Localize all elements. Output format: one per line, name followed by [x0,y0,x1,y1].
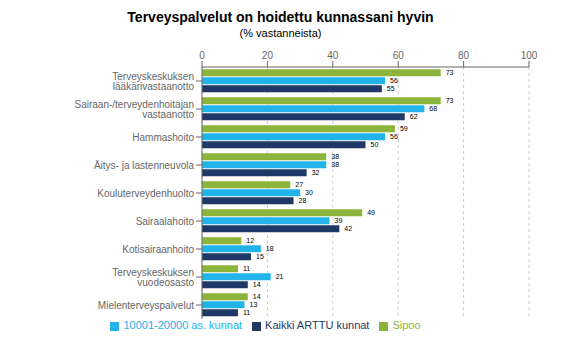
html-text:Terveyspalvelut on hoidettu ku: Terveyspalvelut on hoidettu kunnassani h… [127,9,434,25]
svg-text:Terveyskeskuksenlääkärivastaan: Terveyskeskuksenlääkärivastaanotto [112,71,194,92]
svg-text:Äitys- ja lastenneuvola: Äitys- ja lastenneuvola [94,160,194,171]
svg-text:38: 38 [331,161,339,168]
svg-text:13: 13 [250,301,258,308]
svg-text:Kotisairaanhoito: Kotisairaanhoito [122,244,194,255]
svg-text:12: 12 [246,237,254,244]
svg-text:Sairaan-/terveydenhoitajanvast: Sairaan-/terveydenhoitajanvastaanotto [74,99,194,120]
svg-text:39: 39 [335,217,343,224]
svg-text:49: 49 [367,209,375,216]
svg-text:11: 11 [243,265,250,272]
svg-text:Sairaalahoito: Sairaalahoito [136,216,195,227]
svg-text:11: 11 [243,309,250,316]
svg-text:68: 68 [429,105,437,112]
svg-text:40: 40 [327,50,339,61]
svg-text:30: 30 [305,189,313,196]
svg-text:28: 28 [299,197,307,204]
svg-text:18: 18 [266,245,274,252]
svg-text:Terveyskeskuksenvuodeosasto: Terveyskeskuksenvuodeosasto [112,267,194,288]
svg-text:21: 21 [276,273,284,280]
svg-text:Mielenterveyspalvelut: Mielenterveyspalvelut [98,300,194,311]
svg-text:73: 73 [446,97,454,104]
svg-text:59: 59 [400,125,408,132]
svg-text:62: 62 [410,113,418,120]
html-text:(% vastanneista): (% vastanneista) [239,27,322,39]
svg-text:27: 27 [295,181,303,188]
svg-text:38: 38 [331,153,339,160]
svg-text:32: 32 [312,169,320,176]
svg-text:73: 73 [446,69,454,76]
svg-text:Kouluterveydenhuolto: Kouluterveydenhuolto [97,188,194,199]
html-text:Sipoo: Sipoo [392,319,421,331]
svg-text:14: 14 [253,293,261,300]
svg-text:20: 20 [262,50,274,61]
svg-text:0: 0 [199,50,205,61]
svg-text:14: 14 [253,281,261,288]
svg-text:42: 42 [344,225,352,232]
svg-text:50: 50 [371,141,379,148]
svg-text:80: 80 [458,50,470,61]
svg-text:55: 55 [387,85,395,92]
svg-text:100: 100 [521,50,538,61]
svg-text:15: 15 [256,253,264,260]
svg-text:Hammashoito: Hammashoito [132,132,194,143]
svg-text:56: 56 [390,133,398,140]
svg-text:56: 56 [390,77,398,84]
html-text:10001-20000 as. kunnat: 10001-20000 as. kunnat [123,319,243,331]
svg-text:60: 60 [393,50,405,61]
html-text:Kaikki ARTTU kunnat: Kaikki ARTTU kunnat [265,319,370,331]
